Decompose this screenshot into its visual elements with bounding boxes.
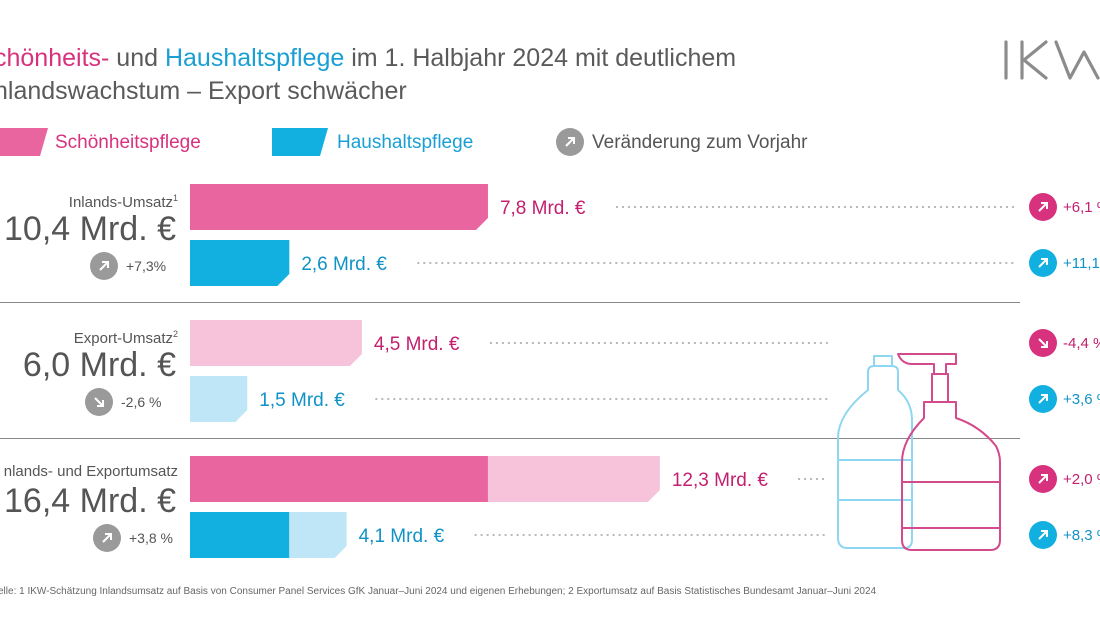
legend-change-arrow-icon: [556, 128, 584, 156]
chart-title: chönheits- und Haushaltspflege im 1. Hal…: [0, 42, 736, 108]
bar-1-1: [190, 376, 248, 422]
group3-change-up-icon: [93, 524, 121, 552]
bar-2-0-change-up-icon: [1029, 465, 1057, 493]
legend-change-label: Veränderung zum Vorjahr: [592, 132, 808, 153]
group1-label: Inlands-Umsatz1: [68, 193, 178, 211]
group2-label: Export-Umsatz2: [73, 329, 178, 347]
legend-household-label: Haushaltspflege: [337, 132, 474, 153]
bar-2-1-change-up-icon: [1029, 521, 1057, 549]
bar-0-1-value-label: 2,6 Mrd. €: [301, 254, 387, 275]
bar-2-0-domestic: [190, 456, 488, 502]
bar-2-0-change-label: +2,0 %: [1063, 471, 1100, 488]
bar-1-1-change-label: +3,6 %: [1063, 391, 1100, 408]
ikw-logo-icon: [1004, 40, 1100, 80]
bottles-illustration-icon: [837, 353, 1001, 551]
bar-2-0-value-label: 12,3 Mrd. €: [672, 470, 769, 491]
bar-0-1-change-label: +11,1 %: [1063, 255, 1100, 272]
bar-0-0-change-label: +6,1 %: [1063, 199, 1100, 216]
bar-0-1-change-up-icon: [1029, 249, 1057, 277]
bar-0-0: [190, 184, 488, 230]
bar-2-1-change-label: +8,3 %: [1063, 527, 1100, 544]
bar-1-1-value-label: 1,5 Mrd. €: [259, 390, 345, 411]
title-and: und: [109, 44, 165, 72]
group2-total-change: -2,6 %: [121, 394, 162, 410]
legend-household-swatch: [272, 128, 328, 156]
bar-0-0-change-up-icon: [1029, 193, 1057, 221]
legend-beauty-swatch: [0, 128, 48, 156]
bar-0-0-value-label: 7,8 Mrd. €: [500, 198, 586, 219]
bar-2-1-export: [289, 512, 347, 558]
footnote: elle: 1 IKW-Schätzung Inlandsumsatz auf …: [0, 586, 877, 597]
title-line2: nlandswachstum – Export schwächer: [0, 77, 407, 105]
bar-1-1-change-up-icon: [1029, 385, 1057, 413]
title-rest: im 1. Halbjahr 2024 mit deutlichem: [344, 44, 737, 72]
group1-total-change: +7,3%: [126, 258, 167, 274]
title-beauty: chönheits-: [0, 44, 110, 72]
bar-1-0: [190, 320, 362, 366]
group3-total-change: +3,8 %: [129, 530, 173, 546]
bar-1-0-change-down-icon: [1029, 329, 1057, 357]
group3-total: 16,4 Mrd. €: [4, 482, 176, 520]
bar-1-0-change-label: -4,4 %: [1063, 335, 1100, 352]
group3-label: nlands- und Exportumsatz: [3, 463, 178, 480]
legend-beauty-label: Schönheitspflege: [55, 132, 201, 153]
group1-change-up-icon: [90, 252, 118, 280]
group1-total: 10,4 Mrd. €: [4, 210, 176, 248]
group2-change-down-icon: [85, 388, 113, 416]
separator-1: [0, 302, 1020, 303]
bar-1-0-value-label: 4,5 Mrd. €: [374, 334, 460, 355]
title-household: Haushaltspflege: [164, 44, 345, 72]
bar-2-1-domestic: [190, 512, 290, 558]
bar-2-0-export: [487, 456, 660, 502]
bar-0-1: [190, 240, 290, 286]
group2-total: 6,0 Mrd. €: [22, 346, 176, 384]
bar-2-1-value-label: 4,1 Mrd. €: [359, 526, 445, 547]
separator-2: [0, 438, 1020, 439]
